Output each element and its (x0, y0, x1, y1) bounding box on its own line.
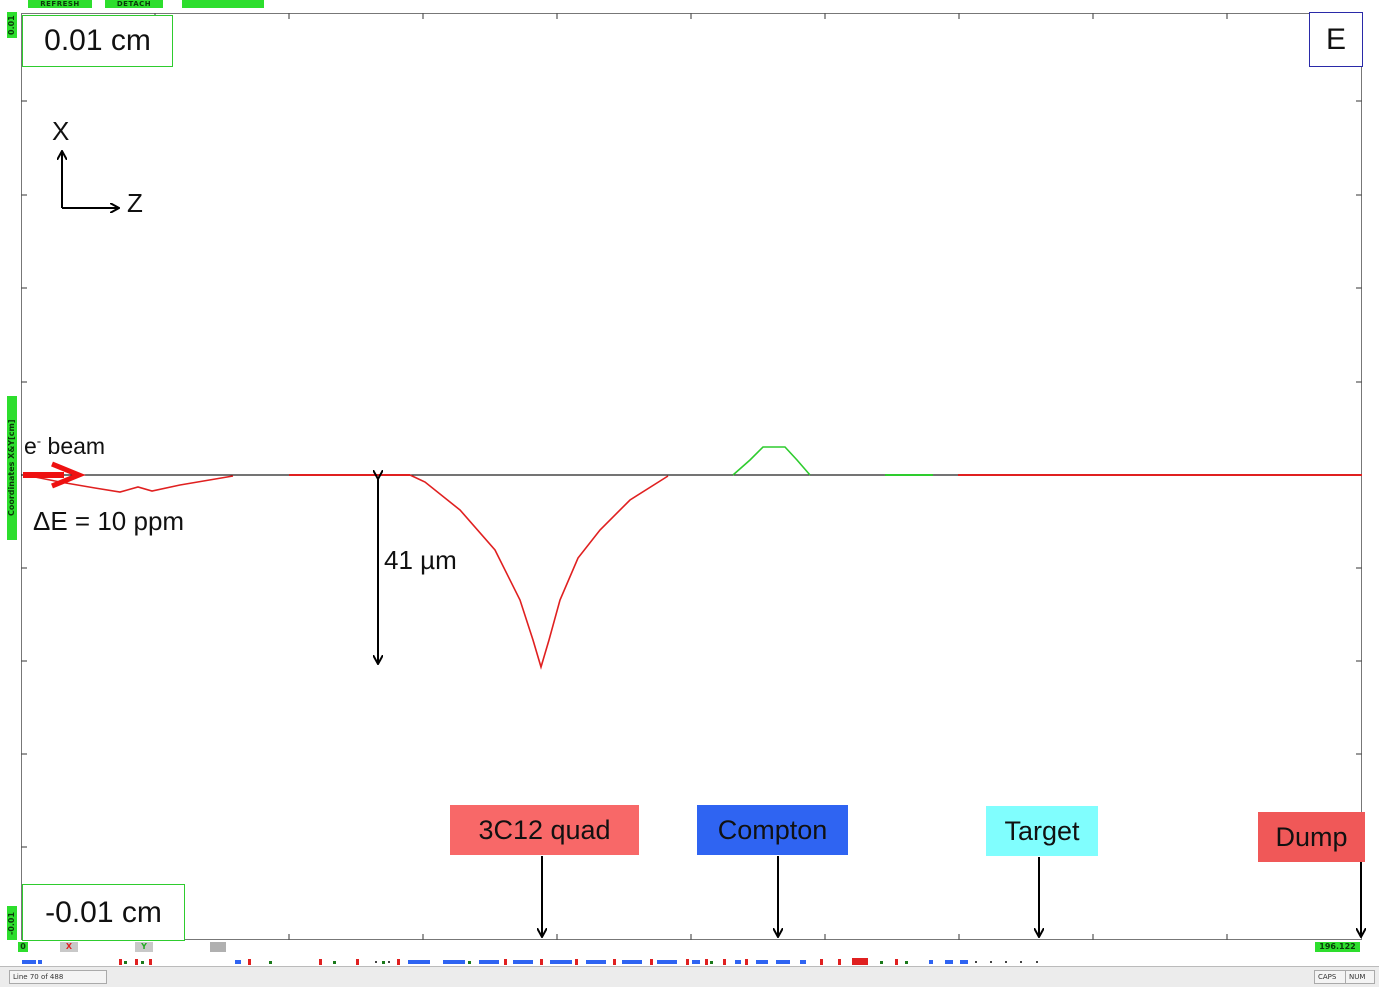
axis-x-label: X (52, 116, 70, 146)
detach-button[interactable]: DETACH (105, 0, 163, 8)
status-indicator-bar (182, 0, 264, 8)
bottom-scale-label: -0.01 cm (22, 884, 185, 941)
status-bar: Line 70 of 488 CAPS NUM (0, 966, 1379, 987)
y-plane-toggle[interactable]: Y (135, 942, 153, 952)
beam-label: e- beam (24, 433, 106, 459)
dimension-label: 41 µm (384, 545, 457, 575)
y-ticks (21, 100, 1362, 848)
marker-target: Target (986, 806, 1098, 856)
x-ticks (154, 13, 1228, 940)
top-scale-label: 0.01 cm (22, 15, 173, 67)
refresh-button[interactable]: REFRESH (28, 0, 92, 8)
marker-dump: Dump (1258, 812, 1365, 862)
status-num: NUM (1345, 970, 1375, 984)
status-caps: CAPS (1314, 970, 1346, 984)
element-pointer-arrows (542, 856, 1361, 936)
beam-direction-arrow (23, 461, 86, 489)
axes-indicator (62, 152, 118, 208)
delta-e-label: ΔE = 10 ppm (33, 506, 185, 536)
y-trajectory-green (732, 446, 811, 476)
marker-3c12-quad: 3C12 quad (450, 805, 639, 855)
blank-toggle[interactable] (210, 942, 226, 952)
x-axis-end-value: 196.122 (1315, 942, 1360, 952)
marker-compton: Compton (697, 805, 848, 855)
x-plane-toggle[interactable]: X (60, 942, 78, 952)
x-axis-start-value: 0 (18, 942, 28, 952)
corner-e-label: E (1309, 12, 1363, 67)
status-line-info: Line 70 of 488 (9, 970, 107, 984)
axis-z-label: Z (127, 188, 143, 218)
beamline-element-strip[interactable] (0, 955, 1379, 967)
